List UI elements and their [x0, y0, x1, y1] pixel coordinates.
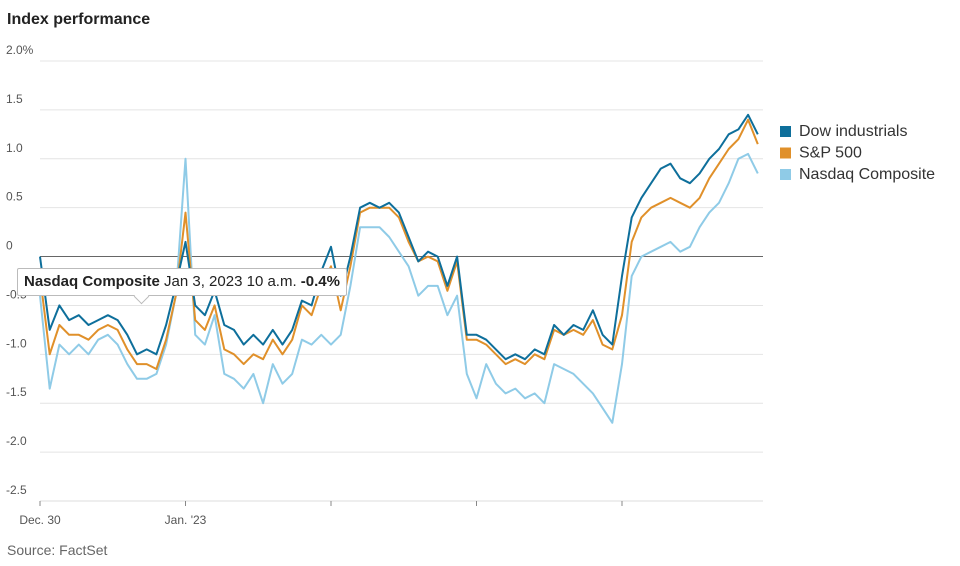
legend-swatch — [780, 169, 791, 180]
y-tick-label: -2.5 — [6, 483, 27, 497]
y-tick-label: -1.5 — [6, 385, 27, 399]
y-tick-label: 0 — [6, 239, 13, 253]
tooltip: Nasdaq Composite Jan 3, 2023 10 a.m. -0.… — [17, 268, 347, 305]
series-line — [39, 118, 759, 370]
legend-label: Dow industrials — [799, 123, 907, 140]
legend-swatch — [780, 147, 791, 159]
legend-swatch — [780, 126, 791, 137]
y-tick-label: 1.0 — [6, 141, 23, 155]
series-line — [39, 113, 759, 361]
y-tick-label: 0.5 — [6, 190, 23, 204]
lines — [39, 113, 759, 424]
tooltip-time: Jan 3, 2023 10 a.m. — [164, 273, 297, 290]
series-line — [39, 152, 759, 424]
tooltip-series: Nasdaq Composite — [24, 273, 160, 290]
legend-label: S&P 500 — [799, 145, 862, 162]
chart-title: Index performance — [7, 11, 150, 28]
tooltip-value: -0.4% — [300, 273, 340, 290]
x-tick-label: Dec. 30 — [19, 513, 61, 527]
y-tick-label: 2.0% — [6, 43, 34, 57]
legend-label: Nasdaq Composite — [799, 166, 935, 183]
y-tick-label: -1.0 — [6, 336, 27, 350]
source: Source: FactSet — [7, 542, 107, 558]
x-tick-label: Jan. '23 — [165, 513, 207, 527]
y-tick-label: -2.0 — [6, 434, 27, 448]
y-tick-label: 1.5 — [6, 92, 23, 106]
legend: Dow industrials S&P 500 Nasdaq Composite — [780, 123, 935, 183]
